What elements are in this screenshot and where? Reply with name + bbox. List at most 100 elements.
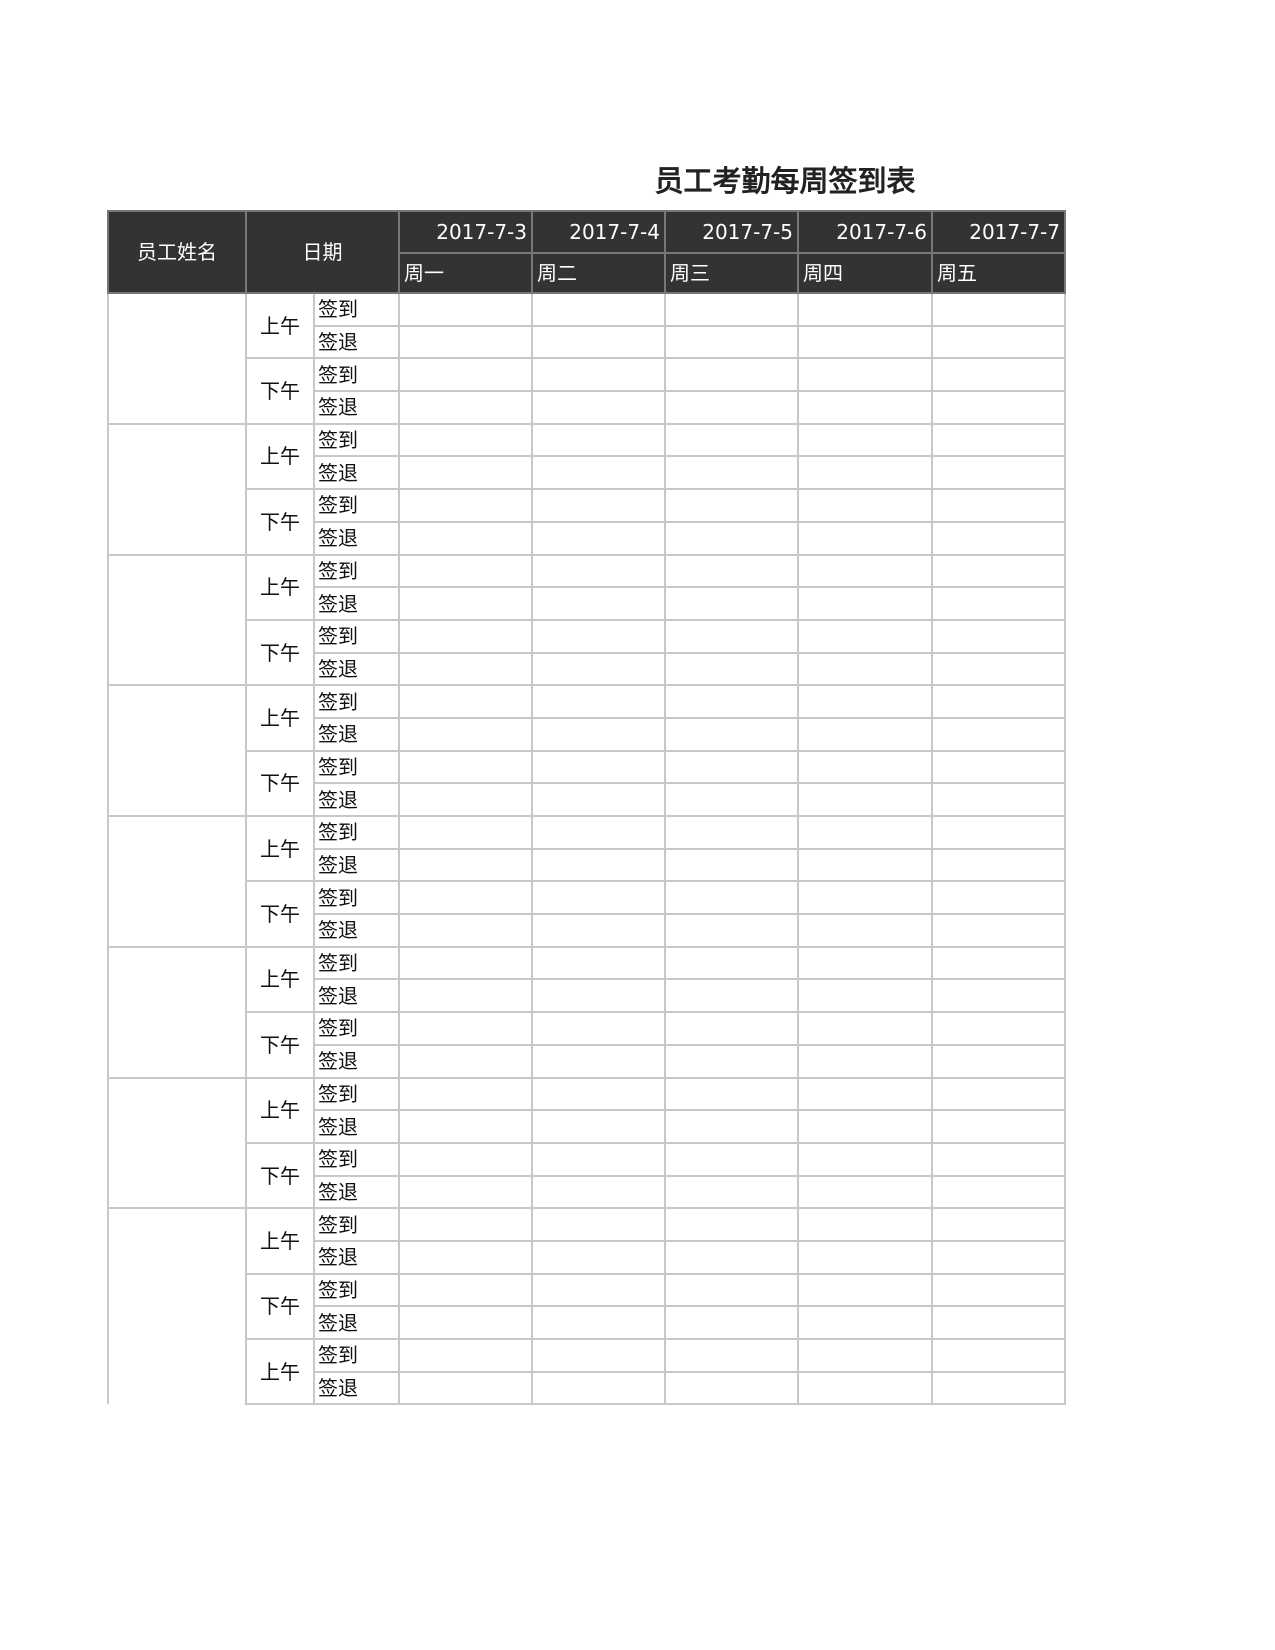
attendance-cell[interactable] bbox=[531, 292, 666, 327]
attendance-cell[interactable] bbox=[797, 390, 933, 425]
attendance-cell[interactable] bbox=[664, 978, 799, 1014]
attendance-cell[interactable] bbox=[531, 520, 666, 556]
attendance-cell[interactable] bbox=[531, 1076, 666, 1112]
attendance-cell[interactable] bbox=[664, 1141, 799, 1177]
employee-name-cell[interactable] bbox=[107, 1207, 247, 1405]
attendance-cell[interactable] bbox=[664, 324, 799, 360]
attendance-cell[interactable] bbox=[797, 1239, 933, 1275]
attendance-cell[interactable] bbox=[531, 716, 666, 752]
attendance-cell[interactable] bbox=[931, 1370, 1066, 1406]
attendance-cell[interactable] bbox=[931, 1305, 1066, 1340]
employee-name-cell[interactable] bbox=[107, 684, 247, 817]
attendance-cell[interactable] bbox=[664, 1272, 799, 1308]
attendance-cell[interactable] bbox=[664, 618, 799, 654]
attendance-cell[interactable] bbox=[797, 945, 933, 981]
attendance-cell[interactable] bbox=[931, 357, 1066, 393]
attendance-cell[interactable] bbox=[398, 716, 533, 752]
attendance-cell[interactable] bbox=[531, 651, 666, 687]
attendance-cell[interactable] bbox=[931, 1174, 1066, 1210]
employee-name-cell[interactable] bbox=[107, 553, 247, 687]
attendance-cell[interactable] bbox=[931, 1141, 1066, 1177]
attendance-cell[interactable] bbox=[664, 422, 799, 458]
attendance-cell[interactable] bbox=[931, 651, 1066, 687]
attendance-cell[interactable] bbox=[664, 292, 799, 327]
attendance-cell[interactable] bbox=[664, 1207, 799, 1242]
attendance-cell[interactable] bbox=[664, 488, 799, 523]
attendance-cell[interactable] bbox=[664, 1370, 799, 1406]
attendance-cell[interactable] bbox=[531, 978, 666, 1014]
attendance-cell[interactable] bbox=[531, 324, 666, 360]
attendance-cell[interactable] bbox=[797, 1207, 933, 1242]
attendance-cell[interactable] bbox=[398, 422, 533, 458]
attendance-cell[interactable] bbox=[531, 1141, 666, 1177]
attendance-cell[interactable] bbox=[797, 847, 933, 883]
employee-name-cell[interactable] bbox=[107, 422, 247, 556]
attendance-cell[interactable] bbox=[931, 292, 1066, 327]
attendance-cell[interactable] bbox=[664, 1338, 799, 1373]
attendance-cell[interactable] bbox=[664, 651, 799, 687]
attendance-cell[interactable] bbox=[531, 684, 666, 719]
attendance-cell[interactable] bbox=[797, 1141, 933, 1177]
attendance-cell[interactable] bbox=[797, 684, 933, 719]
attendance-cell[interactable] bbox=[531, 1370, 666, 1406]
attendance-cell[interactable] bbox=[797, 1174, 933, 1210]
attendance-cell[interactable] bbox=[797, 1370, 933, 1406]
attendance-cell[interactable] bbox=[398, 782, 533, 817]
attendance-cell[interactable] bbox=[664, 749, 799, 785]
attendance-cell[interactable] bbox=[664, 716, 799, 752]
attendance-cell[interactable] bbox=[531, 880, 666, 916]
attendance-cell[interactable] bbox=[797, 716, 933, 752]
attendance-cell[interactable] bbox=[531, 782, 666, 817]
attendance-cell[interactable] bbox=[398, 520, 533, 556]
attendance-cell[interactable] bbox=[664, 945, 799, 981]
attendance-cell[interactable] bbox=[931, 455, 1066, 491]
attendance-cell[interactable] bbox=[797, 880, 933, 916]
attendance-cell[interactable] bbox=[398, 455, 533, 491]
attendance-cell[interactable] bbox=[931, 324, 1066, 360]
attendance-cell[interactable] bbox=[931, 815, 1066, 850]
attendance-cell[interactable] bbox=[398, 945, 533, 981]
attendance-cell[interactable] bbox=[664, 913, 799, 948]
attendance-cell[interactable] bbox=[797, 324, 933, 360]
attendance-cell[interactable] bbox=[664, 357, 799, 393]
attendance-cell[interactable] bbox=[797, 1011, 933, 1046]
attendance-cell[interactable] bbox=[664, 1011, 799, 1046]
attendance-cell[interactable] bbox=[664, 880, 799, 916]
attendance-cell[interactable] bbox=[398, 324, 533, 360]
attendance-cell[interactable] bbox=[398, 1109, 533, 1144]
attendance-cell[interactable] bbox=[931, 684, 1066, 719]
attendance-cell[interactable] bbox=[797, 913, 933, 948]
attendance-cell[interactable] bbox=[398, 553, 533, 589]
attendance-cell[interactable] bbox=[931, 945, 1066, 981]
employee-name-cell[interactable] bbox=[107, 815, 247, 948]
attendance-cell[interactable] bbox=[531, 1305, 666, 1340]
attendance-cell[interactable] bbox=[531, 390, 666, 425]
attendance-cell[interactable] bbox=[797, 1109, 933, 1144]
attendance-cell[interactable] bbox=[797, 357, 933, 393]
attendance-cell[interactable] bbox=[664, 1043, 799, 1079]
attendance-cell[interactable] bbox=[531, 1239, 666, 1275]
attendance-cell[interactable] bbox=[531, 847, 666, 883]
attendance-cell[interactable] bbox=[797, 1338, 933, 1373]
attendance-cell[interactable] bbox=[797, 1076, 933, 1112]
attendance-cell[interactable] bbox=[931, 978, 1066, 1014]
attendance-cell[interactable] bbox=[931, 553, 1066, 589]
attendance-cell[interactable] bbox=[797, 455, 933, 491]
attendance-cell[interactable] bbox=[797, 749, 933, 785]
attendance-cell[interactable] bbox=[398, 1338, 533, 1373]
attendance-cell[interactable] bbox=[931, 716, 1066, 752]
attendance-cell[interactable] bbox=[931, 749, 1066, 785]
attendance-cell[interactable] bbox=[531, 1043, 666, 1079]
employee-name-cell[interactable] bbox=[107, 945, 247, 1079]
attendance-cell[interactable] bbox=[398, 586, 533, 621]
attendance-cell[interactable] bbox=[797, 586, 933, 621]
attendance-cell[interactable] bbox=[531, 1272, 666, 1308]
attendance-cell[interactable] bbox=[931, 1076, 1066, 1112]
attendance-cell[interactable] bbox=[664, 1076, 799, 1112]
attendance-cell[interactable] bbox=[398, 913, 533, 948]
attendance-cell[interactable] bbox=[931, 1272, 1066, 1308]
attendance-cell[interactable] bbox=[398, 1141, 533, 1177]
attendance-cell[interactable] bbox=[664, 520, 799, 556]
attendance-cell[interactable] bbox=[398, 390, 533, 425]
attendance-cell[interactable] bbox=[531, 422, 666, 458]
